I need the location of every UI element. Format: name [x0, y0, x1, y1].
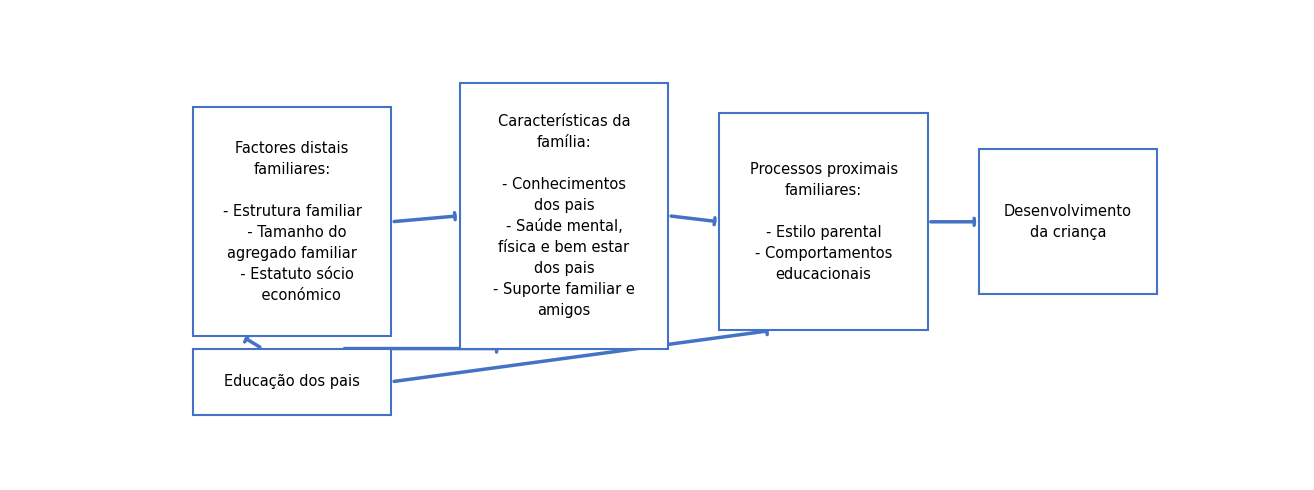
FancyBboxPatch shape [193, 348, 392, 415]
FancyBboxPatch shape [460, 83, 669, 348]
Text: Educação dos pais: Educação dos pais [225, 374, 360, 389]
Text: Factores distais
familiares:

- Estrutura familiar
  - Tamanho do
agregado famil: Factores distais familiares: - Estrutura… [222, 141, 361, 303]
Text: Características da
família:

- Conhecimentos
dos pais
- Saúde mental,
física e b: Características da família: - Conhecimen… [493, 114, 635, 318]
Text: Processos proximais
familiares:

- Estilo parental
- Comportamentos
educacionais: Processos proximais familiares: - Estilo… [749, 162, 897, 282]
Text: Desenvolvimento
da criança: Desenvolvimento da criança [1004, 204, 1133, 240]
FancyBboxPatch shape [979, 149, 1158, 294]
FancyBboxPatch shape [719, 113, 928, 330]
FancyBboxPatch shape [193, 107, 392, 337]
